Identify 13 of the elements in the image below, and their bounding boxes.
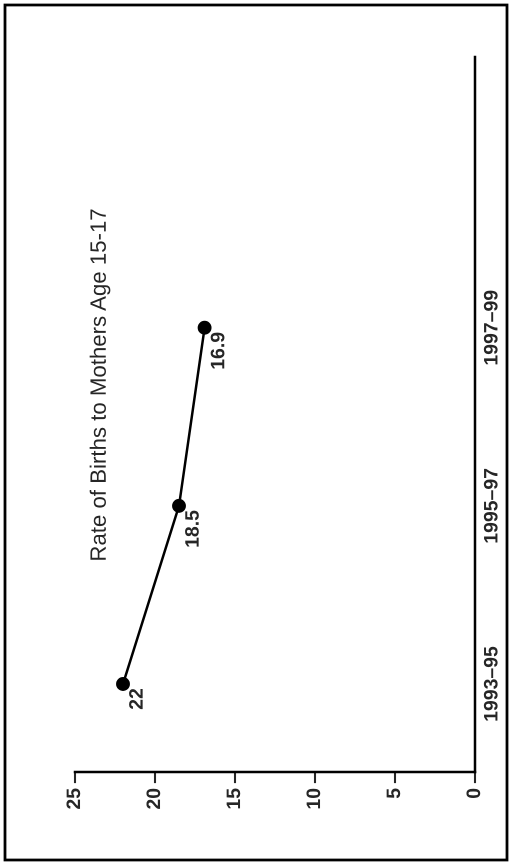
- x-tick-label: 15: [226, 788, 240, 808]
- x-tick-label: 20: [146, 788, 160, 809]
- x-tick-label: 10: [306, 788, 320, 808]
- data-label: 18.5: [185, 510, 199, 547]
- y-tick-label: 1995–97: [484, 468, 498, 542]
- data-label: 16.9: [210, 332, 224, 369]
- y-tick-label: 1997–99: [484, 290, 498, 364]
- x-tick-label: 0: [466, 788, 480, 798]
- data-label: 22: [129, 688, 143, 710]
- x-tick-label: 5: [386, 788, 400, 798]
- text: Rate of Births to Mothers Age 15-17: [90, 209, 110, 560]
- y-tick-label: 1993–95: [484, 646, 498, 721]
- x-tick-label: 25: [66, 788, 80, 809]
